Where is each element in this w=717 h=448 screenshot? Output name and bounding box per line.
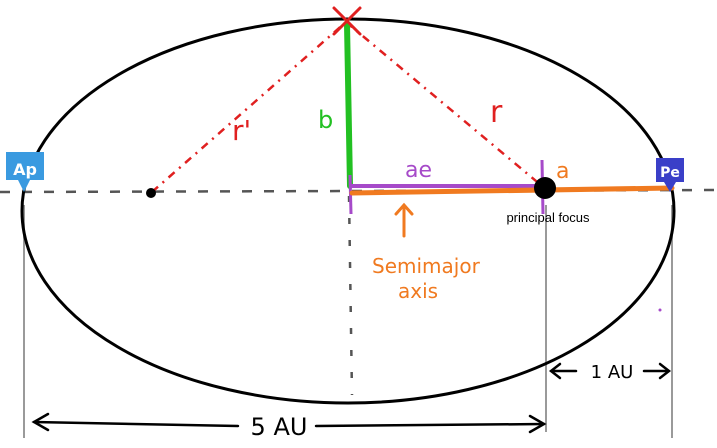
- semimajor-axis-line: [349, 185, 675, 196]
- r-prime-label: r': [232, 114, 251, 147]
- perihelion-marker: Pe: [656, 158, 684, 192]
- b-label: b: [318, 106, 333, 134]
- dimension-1au: [548, 362, 672, 380]
- dimension-5au-label: 5 AU: [251, 413, 308, 441]
- r-label: r: [490, 95, 503, 130]
- dimension-1au-label: 1 AU: [591, 362, 634, 383]
- map-pin-icon: [656, 158, 684, 192]
- a-label: a: [556, 159, 569, 184]
- semimajor-arrow-icon: [394, 202, 414, 238]
- aphelion-marker: Ap: [6, 152, 44, 192]
- minor-axis-dashed: [347, 195, 354, 396]
- principal-focus-label: principal focus: [506, 210, 590, 225]
- aphelion-label: Ap: [13, 160, 37, 179]
- dimension-5au: [31, 412, 547, 434]
- perihelion-label: Pe: [660, 165, 680, 181]
- r-line: [345, 21, 543, 187]
- extension-lines: [23, 205, 673, 438]
- empty-focus-dot: [146, 188, 156, 198]
- semimajor-label-line2: axis: [398, 279, 438, 303]
- map-pin-icon: [6, 152, 44, 192]
- stray-dot: [658, 308, 662, 312]
- ae-label: ae: [405, 158, 432, 183]
- semimajor-label-line1: Semimajor: [372, 254, 481, 278]
- b-line: [344, 21, 353, 189]
- cross-icon: [332, 6, 362, 36]
- principal-focus-dot: [534, 177, 556, 199]
